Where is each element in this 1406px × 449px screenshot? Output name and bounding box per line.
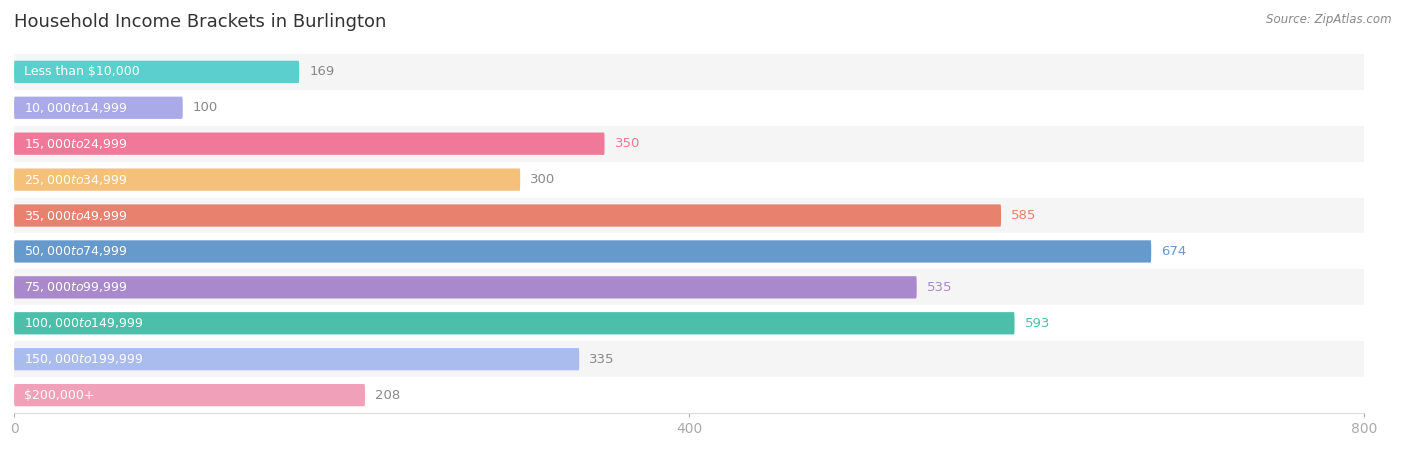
Text: $75,000 to $99,999: $75,000 to $99,999: [24, 280, 128, 295]
Text: 335: 335: [589, 353, 614, 365]
Bar: [14, 162, 1364, 198]
FancyBboxPatch shape: [14, 312, 1015, 335]
Bar: [14, 269, 1364, 305]
Text: $15,000 to $24,999: $15,000 to $24,999: [24, 136, 128, 151]
Text: Household Income Brackets in Burlington: Household Income Brackets in Burlington: [14, 13, 387, 31]
Text: Less than $10,000: Less than $10,000: [24, 66, 141, 78]
Text: 585: 585: [1011, 209, 1036, 222]
Text: $50,000 to $74,999: $50,000 to $74,999: [24, 244, 128, 259]
Text: 535: 535: [927, 281, 952, 294]
Text: Source: ZipAtlas.com: Source: ZipAtlas.com: [1267, 13, 1392, 26]
FancyBboxPatch shape: [14, 97, 183, 119]
Text: $25,000 to $34,999: $25,000 to $34,999: [24, 172, 128, 187]
Text: 350: 350: [614, 137, 640, 150]
Text: 593: 593: [1025, 317, 1050, 330]
FancyBboxPatch shape: [14, 240, 1152, 263]
Text: 169: 169: [309, 66, 335, 78]
Bar: [14, 198, 1364, 233]
Bar: [14, 126, 1364, 162]
Bar: [14, 90, 1364, 126]
Text: $10,000 to $14,999: $10,000 to $14,999: [24, 101, 128, 115]
Text: $100,000 to $149,999: $100,000 to $149,999: [24, 316, 143, 330]
Text: $150,000 to $199,999: $150,000 to $199,999: [24, 352, 143, 366]
Text: 300: 300: [530, 173, 555, 186]
Bar: [14, 341, 1364, 377]
Bar: [14, 233, 1364, 269]
FancyBboxPatch shape: [14, 132, 605, 155]
FancyBboxPatch shape: [14, 204, 1001, 227]
FancyBboxPatch shape: [14, 384, 366, 406]
Bar: [14, 305, 1364, 341]
FancyBboxPatch shape: [14, 168, 520, 191]
Text: 674: 674: [1161, 245, 1187, 258]
Text: $200,000+: $200,000+: [24, 389, 94, 401]
FancyBboxPatch shape: [14, 61, 299, 83]
Bar: [14, 54, 1364, 90]
Text: $35,000 to $49,999: $35,000 to $49,999: [24, 208, 128, 223]
FancyBboxPatch shape: [14, 276, 917, 299]
Text: 208: 208: [375, 389, 401, 401]
Text: 100: 100: [193, 101, 218, 114]
Bar: [14, 377, 1364, 413]
FancyBboxPatch shape: [14, 348, 579, 370]
